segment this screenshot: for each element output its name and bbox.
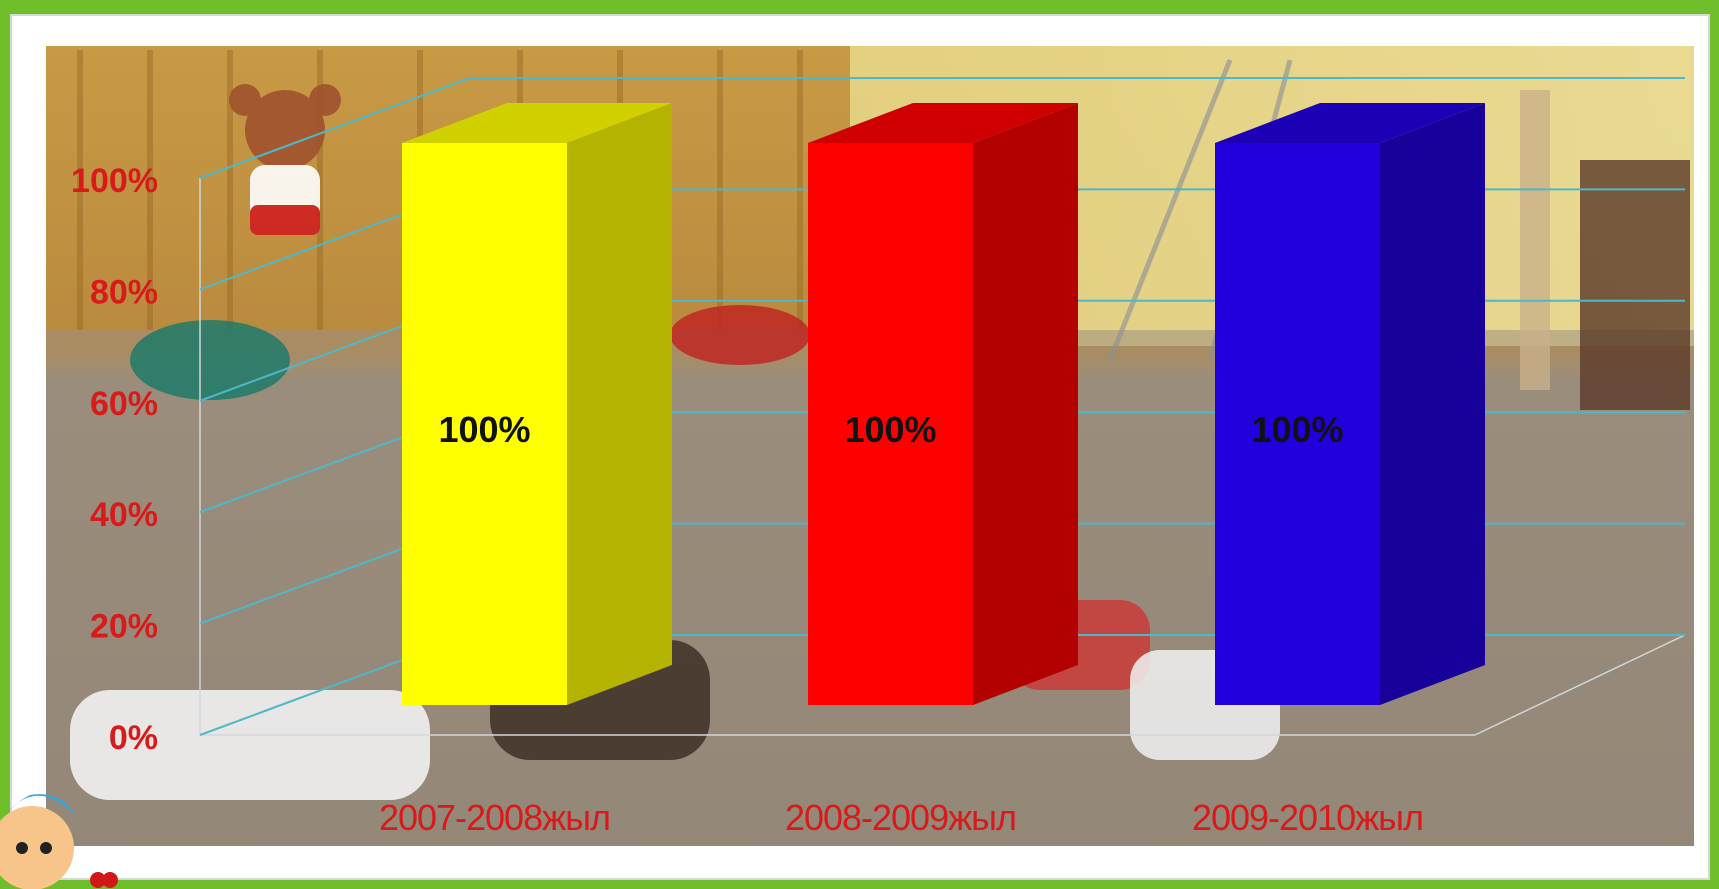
- y-tick-label: 80%: [90, 273, 158, 311]
- heart-decoration: [90, 872, 118, 888]
- y-tick-label: 0%: [109, 719, 158, 757]
- bar-front: [1215, 143, 1380, 705]
- bar-top: [402, 103, 672, 143]
- bar: [1215, 103, 1485, 705]
- gridline-depth: [199, 77, 471, 179]
- chart-bars: [402, 103, 1485, 705]
- bar: [808, 103, 1078, 705]
- bar-front: [808, 143, 973, 705]
- x-tick-label: 2009-2010жыл: [1192, 797, 1423, 838]
- bar-side: [1380, 103, 1485, 705]
- bar: [402, 103, 672, 705]
- bar-side: [567, 103, 672, 705]
- x-tick-label: 2007-2008жыл: [379, 797, 610, 838]
- data-label: 100%: [438, 409, 530, 450]
- data-label: 100%: [1251, 409, 1343, 450]
- data-label: 100%: [844, 409, 936, 450]
- bar-side: [973, 103, 1078, 705]
- y-tick-label: 60%: [90, 385, 158, 423]
- cartoon-face-decoration: [0, 794, 75, 889]
- y-tick-label: 20%: [90, 608, 158, 646]
- bar-front: [402, 143, 567, 705]
- axis-floor-right-edge: [1474, 634, 1686, 736]
- y-tick-label: 100%: [71, 162, 158, 200]
- y-tick-label: 40%: [90, 496, 158, 534]
- chart-labels: 0% 20% 40% 60% 80% 100% 100% 2007-2008жыл 100% 20…: [71, 162, 1424, 838]
- x-tick-label: 2008-2009жыл: [785, 797, 1016, 838]
- bar-top: [808, 103, 1078, 143]
- bar-top: [1215, 103, 1485, 143]
